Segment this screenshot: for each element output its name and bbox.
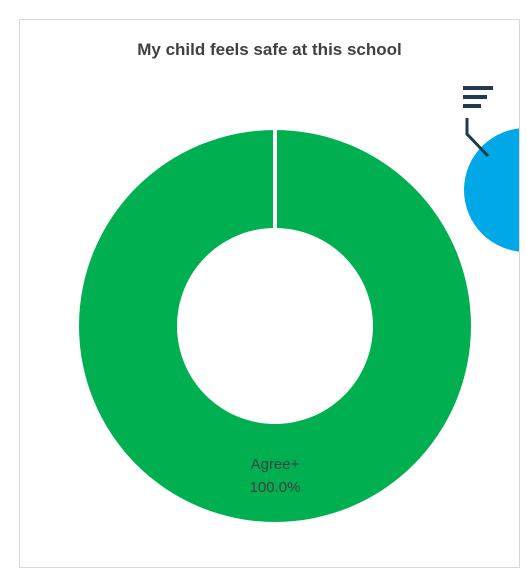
filter-glyph xyxy=(463,86,493,108)
chart-frame: My child feels safe at this school Agree… xyxy=(19,19,520,568)
donut-slice-agree[interactable] xyxy=(79,130,471,522)
filter-connector-line xyxy=(465,118,490,158)
donut-chart xyxy=(79,118,519,522)
slice-data-label: Agree+ 100.0% xyxy=(215,453,335,499)
filter-lines-icon[interactable] xyxy=(462,84,502,174)
slice-category-label: Agree+ xyxy=(250,456,300,473)
adjacent-chart-fragment xyxy=(464,128,519,252)
chart-title: My child feels safe at this school xyxy=(137,40,402,59)
slice-percent-label: 100.0% xyxy=(249,479,301,496)
